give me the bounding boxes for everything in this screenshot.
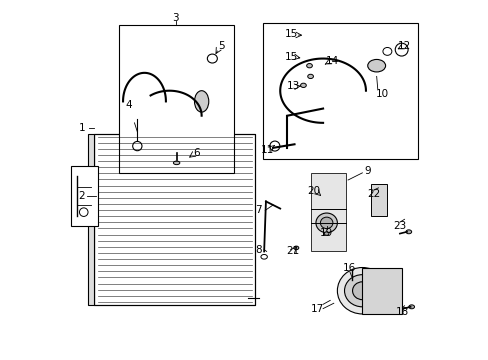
- Ellipse shape: [300, 83, 305, 87]
- Ellipse shape: [324, 232, 328, 235]
- Ellipse shape: [315, 213, 337, 233]
- Text: 15: 15: [284, 52, 297, 62]
- Text: 16: 16: [343, 262, 356, 273]
- Bar: [310, 173, 346, 251]
- Text: 13: 13: [286, 81, 299, 91]
- Circle shape: [269, 141, 279, 151]
- Bar: [94, 134, 255, 305]
- Text: 11: 11: [261, 145, 274, 155]
- Text: 12: 12: [397, 41, 410, 51]
- Text: 8: 8: [254, 245, 261, 255]
- Ellipse shape: [320, 217, 332, 229]
- Circle shape: [132, 141, 142, 151]
- Ellipse shape: [405, 230, 411, 234]
- Text: 4: 4: [125, 100, 132, 110]
- Text: 2: 2: [78, 191, 85, 201]
- Text: 7: 7: [254, 205, 261, 215]
- Ellipse shape: [207, 54, 217, 63]
- Circle shape: [394, 43, 407, 56]
- Ellipse shape: [344, 275, 380, 307]
- Text: 6: 6: [193, 148, 199, 158]
- Bar: [88, 134, 94, 305]
- Text: 17: 17: [310, 303, 324, 314]
- Text: 21: 21: [285, 247, 299, 256]
- Text: 14: 14: [325, 57, 338, 66]
- Bar: [370, 184, 386, 216]
- Text: 9: 9: [364, 166, 370, 176]
- Bar: [71, 166, 98, 226]
- Ellipse shape: [337, 267, 386, 314]
- Text: 23: 23: [392, 221, 406, 231]
- Bar: [362, 267, 401, 314]
- Ellipse shape: [306, 64, 312, 68]
- Ellipse shape: [408, 305, 414, 309]
- Ellipse shape: [367, 59, 385, 72]
- Text: 19: 19: [319, 228, 333, 238]
- Text: 3: 3: [172, 13, 179, 23]
- Ellipse shape: [352, 282, 371, 300]
- Ellipse shape: [261, 255, 267, 259]
- Ellipse shape: [293, 246, 298, 249]
- Ellipse shape: [307, 74, 313, 78]
- Text: 18: 18: [395, 307, 408, 317]
- Bar: [94, 134, 255, 305]
- Circle shape: [80, 208, 88, 216]
- Text: 15: 15: [284, 29, 297, 39]
- Text: 10: 10: [375, 89, 388, 99]
- Ellipse shape: [173, 161, 180, 165]
- Bar: [119, 24, 233, 173]
- Text: 22: 22: [366, 189, 380, 199]
- Text: 20: 20: [307, 186, 320, 196]
- Bar: [263, 23, 417, 158]
- Text: 1: 1: [79, 123, 85, 133]
- Ellipse shape: [194, 91, 208, 112]
- Ellipse shape: [382, 48, 391, 55]
- Text: 5: 5: [218, 41, 224, 51]
